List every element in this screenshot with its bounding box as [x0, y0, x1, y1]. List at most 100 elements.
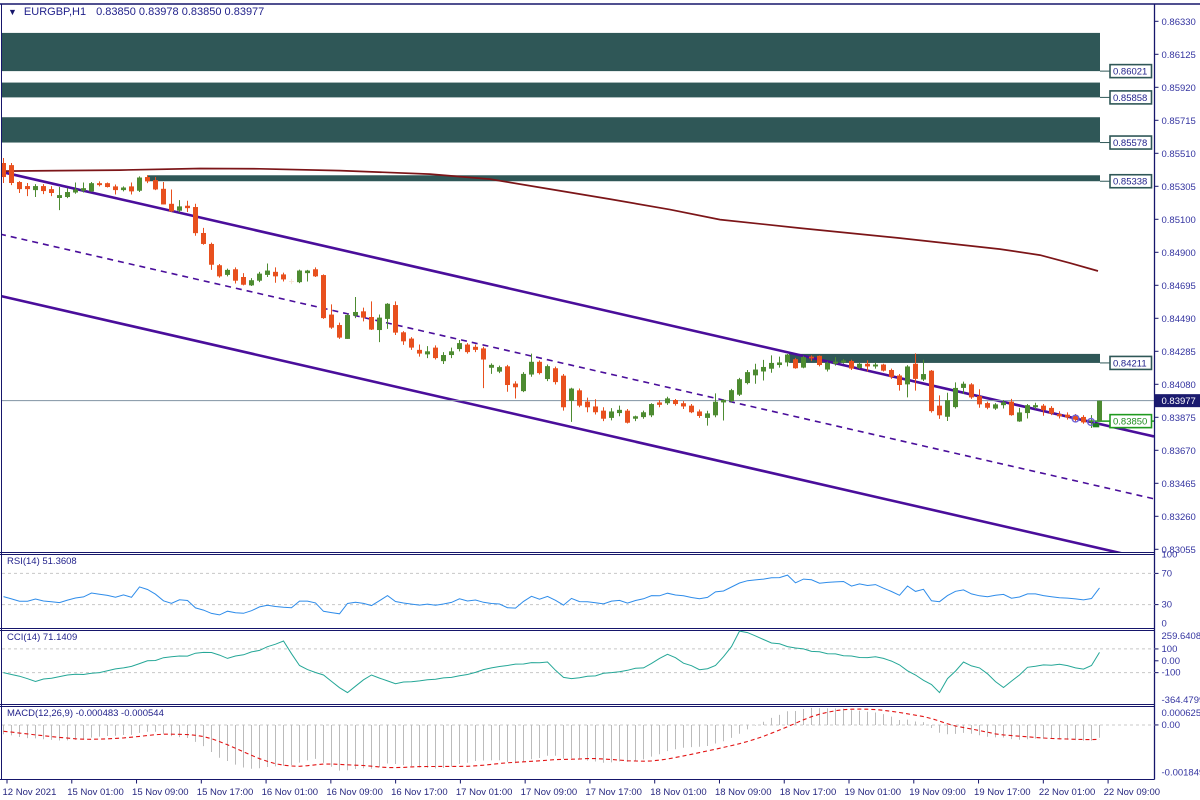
- candle-body: [769, 362, 774, 369]
- candle-body: [897, 375, 902, 386]
- candle-body: [537, 361, 542, 374]
- time-axis-label: 18 Nov 09:00: [715, 787, 772, 798]
- candle-body: [457, 343, 462, 350]
- price-axis-label: 0.84695: [1162, 281, 1196, 292]
- candle-body: [273, 271, 278, 277]
- time-axis-label: 16 Nov 17:00: [391, 787, 448, 798]
- candle-body: [369, 316, 374, 330]
- candle-body: [737, 379, 742, 395]
- candle-body: [513, 383, 518, 388]
- supply-zone: [2, 82, 1100, 98]
- candle-body: [1009, 401, 1014, 416]
- candle-body: [465, 344, 470, 353]
- candle-body: [961, 383, 966, 388]
- candle-body: [265, 270, 270, 275]
- rsi-axis-label: 70: [1162, 568, 1173, 579]
- zone-price-label: 0.85338: [1113, 177, 1147, 188]
- candle-body: [625, 410, 630, 423]
- price-axis-label: 0.85715: [1162, 116, 1196, 127]
- candle-body: [97, 183, 102, 186]
- candle-body: [841, 360, 846, 363]
- price-axis-label: 0.84080: [1162, 380, 1196, 391]
- rsi-axis-label: 100: [1162, 550, 1178, 561]
- candle-body: [177, 206, 182, 211]
- candle-body: [17, 182, 22, 190]
- candle-body: [169, 203, 174, 212]
- cci-line: [3, 630, 1100, 694]
- candle-body: [1017, 412, 1022, 422]
- price-axis-label: 0.84490: [1162, 314, 1196, 325]
- candle-body: [1097, 400, 1102, 422]
- candle-body: [473, 346, 478, 350]
- zone-price-label: 0.86021: [1113, 67, 1147, 78]
- candle-body: [905, 366, 910, 385]
- candle-body: [673, 400, 678, 405]
- price-axis-label: 0.85100: [1162, 215, 1196, 226]
- zone-price-label: 0.85578: [1113, 138, 1147, 149]
- candle-body: [857, 363, 862, 368]
- candle-body: [409, 338, 414, 348]
- candle-body: [761, 366, 766, 372]
- symbol-dropdown-icon[interactable]: ▼: [8, 7, 17, 17]
- moving-average-line: [1, 167, 1099, 272]
- candle-body: [129, 186, 134, 192]
- candle-body: [441, 355, 446, 362]
- price-axis-label: 0.83465: [1162, 479, 1196, 490]
- time-axis-label: 15 Nov 01:00: [67, 787, 124, 798]
- candle-body: [785, 354, 790, 363]
- cci-indicator-label: CCI(14) 71.1409: [7, 632, 78, 643]
- candle-body: [577, 390, 582, 406]
- candle-body: [425, 351, 430, 355]
- price-axis-label: 0.84285: [1162, 347, 1196, 358]
- candle-body: [225, 269, 230, 275]
- candle-body: [497, 367, 502, 372]
- candle-body: [657, 402, 662, 405]
- channel-lower-line: [2, 294, 1122, 552]
- candle-body: [1081, 416, 1086, 423]
- candle-body: [649, 404, 654, 416]
- candle-body: [633, 416, 638, 419]
- candle-body: [353, 311, 358, 316]
- time-axis-label: 22 Nov 09:00: [1104, 787, 1161, 798]
- candle-body: [929, 370, 934, 412]
- cci-axis-label: 100: [1162, 644, 1178, 655]
- candle-body: [1001, 402, 1006, 406]
- candle-body: [697, 411, 702, 416]
- candle-body: [945, 400, 950, 417]
- candle-body: [993, 404, 998, 409]
- candle-body: [241, 276, 246, 285]
- candle-body: [553, 368, 558, 383]
- candle-body: [105, 183, 110, 188]
- time-axis-label: 19 Nov 09:00: [909, 787, 966, 798]
- candle-body: [297, 270, 302, 283]
- candle-body: [289, 281, 294, 283]
- candle-body: [985, 403, 990, 408]
- current-ohlc-values: 0.83850 0.83978 0.83850 0.83977: [96, 6, 265, 18]
- candle-body: [193, 207, 198, 234]
- price-axis-label: 0.83055: [1162, 545, 1196, 556]
- candle-body: [833, 361, 838, 364]
- candle-body: [201, 232, 206, 244]
- candle-body: [121, 187, 126, 191]
- supply-zone: [148, 175, 1100, 182]
- candle-body: [185, 205, 190, 209]
- candle-body: [617, 409, 622, 414]
- candle-body: [681, 403, 686, 407]
- candle-body: [337, 325, 342, 338]
- candle-body: [137, 177, 142, 191]
- candle-body: [873, 364, 878, 367]
- cci-axis-label: -364.4799: [1162, 695, 1200, 706]
- candle-body: [25, 186, 30, 190]
- candle-body: [81, 188, 86, 191]
- candle-body: [33, 186, 38, 191]
- candle-body: [281, 274, 286, 280]
- rsi-line: [3, 574, 1100, 616]
- candle-body: [809, 356, 814, 359]
- candle-body: [593, 406, 598, 413]
- macd-axis-label: 0.000625: [1162, 708, 1200, 719]
- candle-body: [745, 372, 750, 384]
- candle-body: [713, 401, 718, 416]
- bid-price-label: 0.83850: [1113, 417, 1147, 428]
- candle-body: [753, 369, 758, 376]
